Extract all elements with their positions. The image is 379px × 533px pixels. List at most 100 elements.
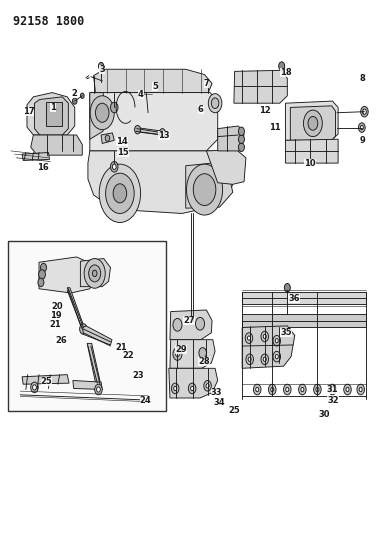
Circle shape <box>360 125 363 130</box>
Text: 31: 31 <box>327 385 338 394</box>
Circle shape <box>193 174 216 206</box>
Circle shape <box>359 387 362 392</box>
Circle shape <box>38 278 44 287</box>
Text: 4: 4 <box>138 90 144 99</box>
Circle shape <box>279 62 285 70</box>
Circle shape <box>299 384 306 395</box>
Text: 33: 33 <box>211 387 222 397</box>
Circle shape <box>283 384 291 395</box>
Polygon shape <box>242 314 366 327</box>
Circle shape <box>304 110 322 136</box>
Polygon shape <box>242 326 295 368</box>
Circle shape <box>80 93 84 99</box>
Polygon shape <box>170 310 212 340</box>
Circle shape <box>80 324 87 334</box>
Polygon shape <box>186 163 233 208</box>
Polygon shape <box>34 97 68 135</box>
Circle shape <box>331 387 334 392</box>
Circle shape <box>105 135 110 141</box>
Text: 8: 8 <box>360 74 365 83</box>
Circle shape <box>72 98 77 104</box>
Circle shape <box>113 184 127 203</box>
Circle shape <box>308 116 318 130</box>
Polygon shape <box>80 259 111 287</box>
Circle shape <box>160 128 165 137</box>
Text: 16: 16 <box>37 164 49 172</box>
Text: 5: 5 <box>152 82 158 91</box>
Circle shape <box>31 382 38 393</box>
Text: 34: 34 <box>214 398 226 407</box>
Polygon shape <box>27 93 75 135</box>
Circle shape <box>261 354 268 365</box>
Polygon shape <box>207 150 246 184</box>
Polygon shape <box>101 133 114 143</box>
Circle shape <box>204 381 211 391</box>
Polygon shape <box>285 101 338 140</box>
Circle shape <box>346 387 349 392</box>
Circle shape <box>113 164 116 169</box>
Circle shape <box>174 386 177 391</box>
Circle shape <box>173 348 182 360</box>
Circle shape <box>99 62 104 70</box>
Text: 36: 36 <box>288 294 300 303</box>
Circle shape <box>284 284 290 292</box>
Text: 20: 20 <box>51 302 63 311</box>
Text: 28: 28 <box>198 358 210 367</box>
Circle shape <box>359 123 365 132</box>
Text: 7: 7 <box>204 79 209 88</box>
Polygon shape <box>170 340 215 368</box>
Circle shape <box>286 387 289 392</box>
Polygon shape <box>90 93 107 139</box>
Polygon shape <box>234 70 287 103</box>
Text: 13: 13 <box>158 131 170 140</box>
Polygon shape <box>94 69 212 93</box>
Circle shape <box>357 384 365 395</box>
Text: 23: 23 <box>132 370 144 379</box>
Polygon shape <box>22 152 50 160</box>
Circle shape <box>173 318 182 331</box>
Circle shape <box>271 387 274 392</box>
Circle shape <box>275 338 278 343</box>
Circle shape <box>111 102 118 113</box>
Circle shape <box>247 336 251 340</box>
Circle shape <box>261 331 268 342</box>
Circle shape <box>238 135 244 143</box>
Circle shape <box>92 270 97 277</box>
Circle shape <box>96 103 109 122</box>
Polygon shape <box>83 326 112 345</box>
Circle shape <box>344 384 351 395</box>
Circle shape <box>208 94 222 113</box>
Polygon shape <box>73 381 102 390</box>
Circle shape <box>238 143 244 151</box>
Circle shape <box>41 263 47 272</box>
Circle shape <box>33 385 36 390</box>
Text: 30: 30 <box>318 410 330 419</box>
Circle shape <box>363 109 366 114</box>
Circle shape <box>263 334 266 338</box>
Polygon shape <box>88 151 233 214</box>
Polygon shape <box>90 93 218 151</box>
Text: 24: 24 <box>139 395 151 405</box>
Text: 2: 2 <box>72 88 78 98</box>
Circle shape <box>275 354 278 359</box>
Circle shape <box>186 164 222 215</box>
Circle shape <box>256 387 259 392</box>
Circle shape <box>263 357 266 361</box>
Circle shape <box>196 317 205 330</box>
Circle shape <box>206 384 209 388</box>
Text: 27: 27 <box>183 316 194 325</box>
Text: 17: 17 <box>23 107 34 116</box>
Circle shape <box>191 386 194 391</box>
Text: 29: 29 <box>175 345 187 354</box>
Text: 3: 3 <box>99 64 105 74</box>
Text: 10: 10 <box>304 159 316 167</box>
Circle shape <box>273 351 280 362</box>
Circle shape <box>248 357 251 361</box>
Text: 25: 25 <box>229 406 241 415</box>
Circle shape <box>238 127 244 135</box>
Polygon shape <box>242 292 366 304</box>
Text: 25: 25 <box>41 377 52 386</box>
Polygon shape <box>67 288 85 330</box>
Polygon shape <box>137 127 163 135</box>
Circle shape <box>188 383 196 394</box>
